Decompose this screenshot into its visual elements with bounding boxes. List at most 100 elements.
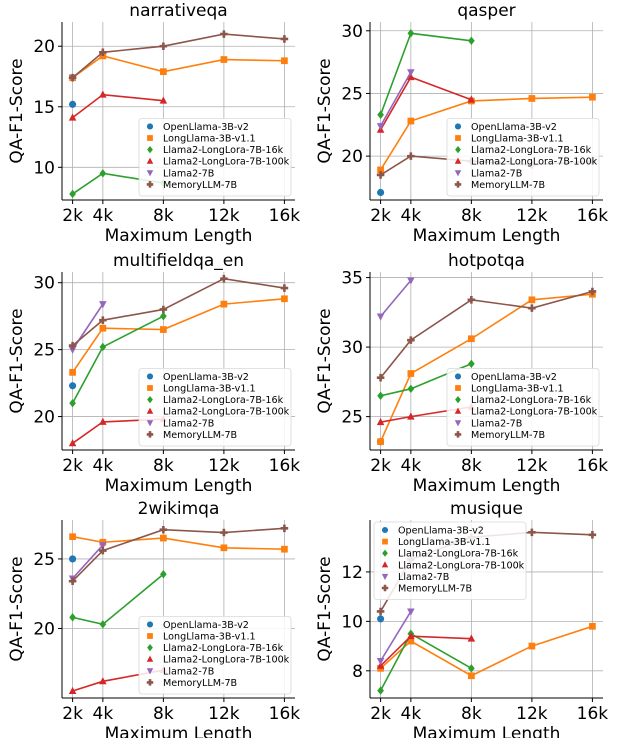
legend-entry: Llama2-7B [471, 168, 522, 179]
x-tick-label: 4k [401, 704, 422, 724]
x-tick-label: 2k [370, 206, 391, 226]
y-tick-label: 20 [341, 147, 363, 167]
legend-marker [147, 146, 153, 154]
data-point [407, 608, 415, 616]
data-point [68, 686, 77, 694]
data-point [99, 542, 107, 550]
data-point [69, 398, 76, 408]
legend-entry: LongLlama-3B-v1.1 [471, 134, 564, 145]
data-point [69, 613, 76, 622]
legend-marker [146, 157, 154, 164]
legend-box [446, 118, 600, 197]
data-point [220, 56, 228, 63]
legend-marker [146, 181, 154, 188]
legend-marker [454, 170, 462, 177]
legend-entry: MemoryLLM-7B [398, 584, 472, 595]
legend-marker [382, 538, 388, 545]
chart-title: musique [450, 499, 523, 519]
series-llama2-longlora-7b-16k [377, 29, 475, 119]
data-point [159, 525, 168, 534]
legend-marker [381, 526, 389, 534]
legend-marker [454, 181, 462, 188]
y-axis-label: QA-F1-Score [7, 556, 27, 661]
x-tick-label: 2k [62, 704, 83, 724]
data-point [99, 324, 107, 332]
legend-marker [146, 621, 154, 628]
y-tick-label: 30 [33, 274, 55, 294]
legend-entry: LongLlama-3B-v1.1 [398, 537, 491, 548]
data-point [589, 622, 596, 630]
data-point [99, 342, 107, 352]
legend-entry: Llama2-LongLora-7B-16k [471, 145, 592, 156]
data-point [99, 620, 107, 629]
data-point [528, 296, 536, 304]
data-point [468, 359, 475, 368]
legend-entry: Llama2-7B [398, 572, 449, 583]
data-point [407, 336, 415, 344]
data-point [99, 546, 107, 555]
x-tick-label: 4k [401, 206, 422, 226]
x-axis-label: Maximum Length [413, 226, 561, 246]
series-openllama-3b-v2 [377, 615, 385, 623]
data-point [280, 524, 289, 533]
legend-marker [381, 561, 389, 568]
data-point [99, 677, 107, 685]
legend-entry: OpenLlama-3B-v2 [471, 122, 557, 133]
y-tick-label: 10 [341, 612, 363, 632]
series-line [379, 290, 593, 379]
data-point [159, 96, 168, 104]
legend-entry: Llama2-LongLora-7B-100k [163, 407, 290, 418]
series-line [379, 611, 412, 662]
series-llama2-longlora-7b-16k [69, 311, 167, 408]
series-line [71, 297, 285, 373]
data-point [99, 90, 107, 98]
legend-marker [146, 407, 154, 414]
data-point [376, 123, 385, 131]
legend-entry: Llama2-LongLora-7B-16k [471, 395, 592, 406]
data-point [589, 93, 596, 101]
data-point [99, 301, 107, 309]
data-point [376, 657, 385, 666]
data-point [68, 113, 77, 121]
legend: OpenLlama-3B-v2LongLlama-3B-v1.1Llama2-L… [138, 118, 292, 197]
x-axis-label: Maximum Length [413, 724, 561, 738]
legend-marker [147, 633, 153, 639]
legend-entry: LongLlama-3B-v1.1 [163, 632, 256, 643]
legend-entry: Llama2-LongLora-7B-100k [163, 655, 290, 666]
legend-box [138, 118, 292, 197]
data-point [376, 171, 385, 179]
x-tick-label: 4k [401, 456, 422, 476]
data-point [99, 417, 107, 425]
data-point [220, 528, 228, 537]
legend-entry: Llama2-LongLora-7B-16k [398, 549, 519, 560]
data-point [160, 534, 167, 542]
data-point [468, 672, 475, 680]
y-tick-label: 25 [341, 408, 363, 428]
series-llama2-longlora-7b-100k [68, 90, 168, 121]
legend-entry: Llama2-LongLora-7B-100k [398, 560, 525, 571]
series-memoryllm-7b [376, 287, 597, 382]
chart-panel-qasper: 2k 4k 8k 12k 16k 20 25 30 qasper Maximum Length QA… [315, 1, 608, 246]
x-tick-label: 2k [370, 456, 391, 476]
y-tick-label: 25 [33, 550, 55, 570]
data-point [588, 287, 597, 296]
series-line [72, 93, 164, 119]
legend: OpenLlama-3B-v2LongLlama-3B-v1.1Llama2-L… [138, 367, 292, 447]
data-point [468, 335, 475, 343]
y-tick-label: 30 [341, 22, 363, 42]
legend-entry: Llama2-LongLora-7B-100k [163, 157, 290, 168]
data-point [160, 326, 167, 333]
legend-entry: Llama2-7B [471, 418, 522, 429]
x-axis-label: Maximum Length [105, 226, 253, 246]
data-point [220, 544, 228, 552]
chart-title: qasper [457, 1, 515, 21]
chart-panel-musique: 2k 4k 8k 12k 16k 8 10 12 musique Maximum Length QA… [315, 499, 608, 738]
x-tick-label: 16k [577, 206, 609, 226]
data-point [377, 391, 384, 400]
data-point [220, 30, 228, 38]
data-point [528, 304, 536, 312]
legend-entry: MemoryLLM-7B [471, 430, 545, 441]
data-point [377, 686, 384, 695]
y-axis-label: QA-F1-Score [315, 308, 335, 413]
legend-marker [454, 431, 462, 438]
